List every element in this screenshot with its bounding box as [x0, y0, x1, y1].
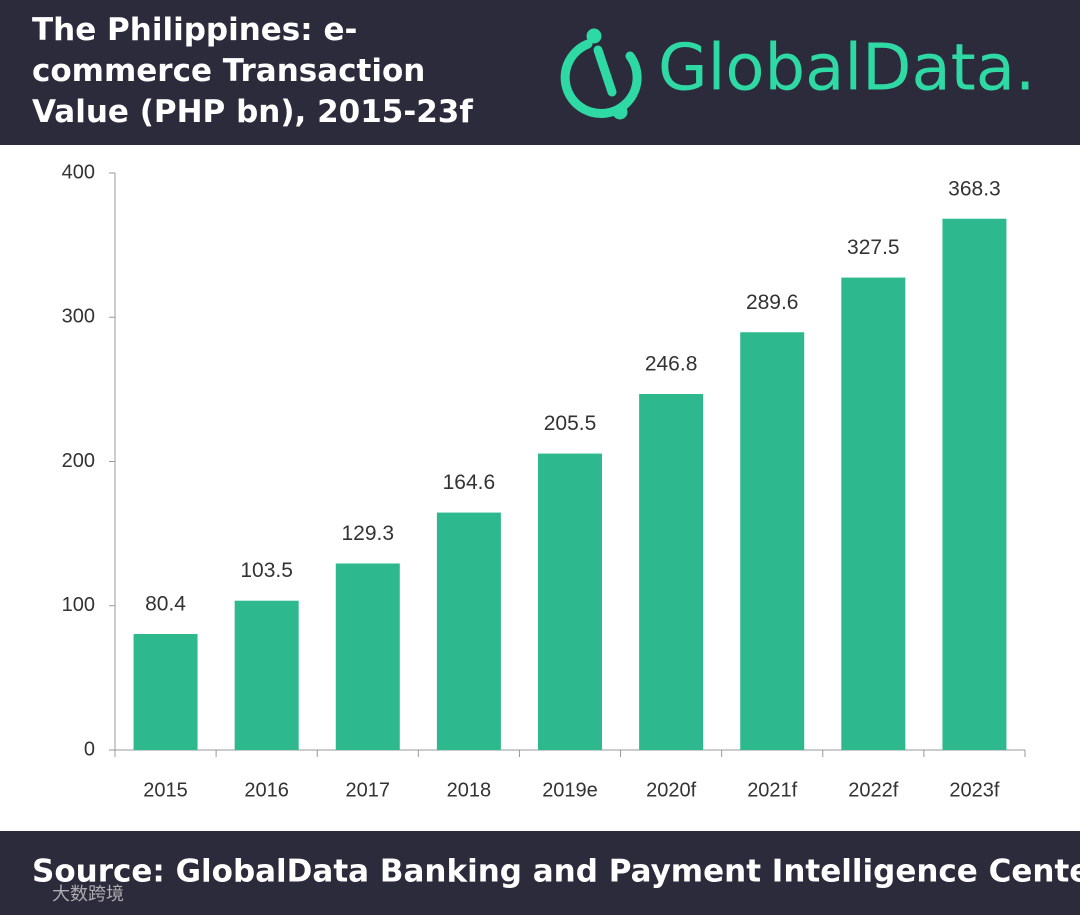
y-tick-label: 200	[62, 450, 95, 472]
value-label: 289.6	[746, 291, 799, 314]
value-label: 80.4	[145, 593, 186, 616]
source: Source: GlobalData Banking and Payment I…	[32, 854, 1080, 890]
value-label: 246.8	[645, 353, 698, 376]
x-tick-label: 2019e	[542, 779, 598, 801]
bar	[436, 512, 501, 750]
y-tick-label: 100	[62, 594, 95, 616]
x-tick-label: 2023f	[949, 779, 999, 801]
x-tick-label: 2016	[244, 779, 289, 801]
x-tick-label: 2017	[346, 779, 391, 801]
x-tick-label: 2018	[447, 779, 492, 801]
bar	[841, 277, 906, 750]
brand-logo: GlobalData.	[658, 32, 1035, 106]
y-tick-label: 400	[62, 161, 95, 183]
bar	[133, 634, 198, 750]
bar	[538, 453, 602, 750]
x-tick-label: 2020f	[646, 779, 696, 801]
y-tick-label: 300	[62, 306, 95, 328]
value-label: 103.5	[240, 559, 293, 582]
y-tick-label: 0	[84, 738, 95, 760]
x-tick-label: 2015	[143, 779, 188, 801]
bar	[335, 563, 400, 750]
bar	[639, 393, 704, 750]
bar	[740, 332, 805, 750]
value-label: 327.5	[847, 236, 900, 259]
x-tick-label: 2021f	[747, 779, 797, 801]
header-band	[0, 0, 1080, 145]
value-label: 164.6	[443, 471, 496, 494]
value-label: 205.5	[544, 412, 597, 435]
watermark: 大数跨境	[52, 884, 124, 904]
footer-band	[0, 831, 1080, 915]
x-tick-label: 2022f	[848, 779, 898, 801]
chart-title: The Philippines: e-commerce Transaction …	[32, 12, 473, 130]
bar	[234, 600, 299, 750]
value-label: 368.3	[948, 177, 1001, 200]
bar	[942, 218, 1007, 751]
logo-icon	[560, 28, 642, 120]
value-label: 129.3	[341, 522, 394, 545]
